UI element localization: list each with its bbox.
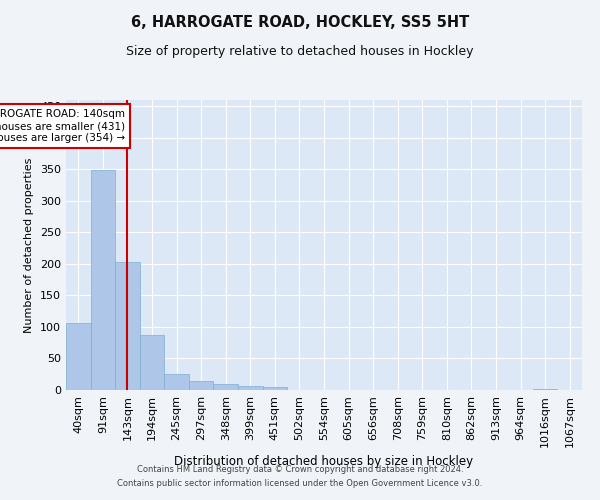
Bar — [115, 262, 140, 390]
Bar — [140, 334, 164, 390]
Bar — [66, 322, 91, 390]
Bar — [263, 388, 287, 390]
Text: Size of property relative to detached houses in Hockley: Size of property relative to detached ho… — [126, 45, 474, 58]
X-axis label: Distribution of detached houses by size in Hockley: Distribution of detached houses by size … — [175, 455, 473, 468]
Text: Contains HM Land Registry data © Crown copyright and database right 2024.
Contai: Contains HM Land Registry data © Crown c… — [118, 466, 482, 487]
Bar — [238, 386, 263, 390]
Text: 6 HARROGATE ROAD: 140sqm
← 54% of detached houses are smaller (431)
45% of semi-: 6 HARROGATE ROAD: 140sqm ← 54% of detach… — [0, 110, 125, 142]
Text: 6, HARROGATE ROAD, HOCKLEY, SS5 5HT: 6, HARROGATE ROAD, HOCKLEY, SS5 5HT — [131, 15, 469, 30]
Bar — [91, 170, 115, 390]
Bar — [164, 374, 189, 390]
Bar — [189, 380, 214, 390]
Y-axis label: Number of detached properties: Number of detached properties — [25, 158, 34, 332]
Bar — [214, 384, 238, 390]
Bar — [533, 388, 557, 390]
